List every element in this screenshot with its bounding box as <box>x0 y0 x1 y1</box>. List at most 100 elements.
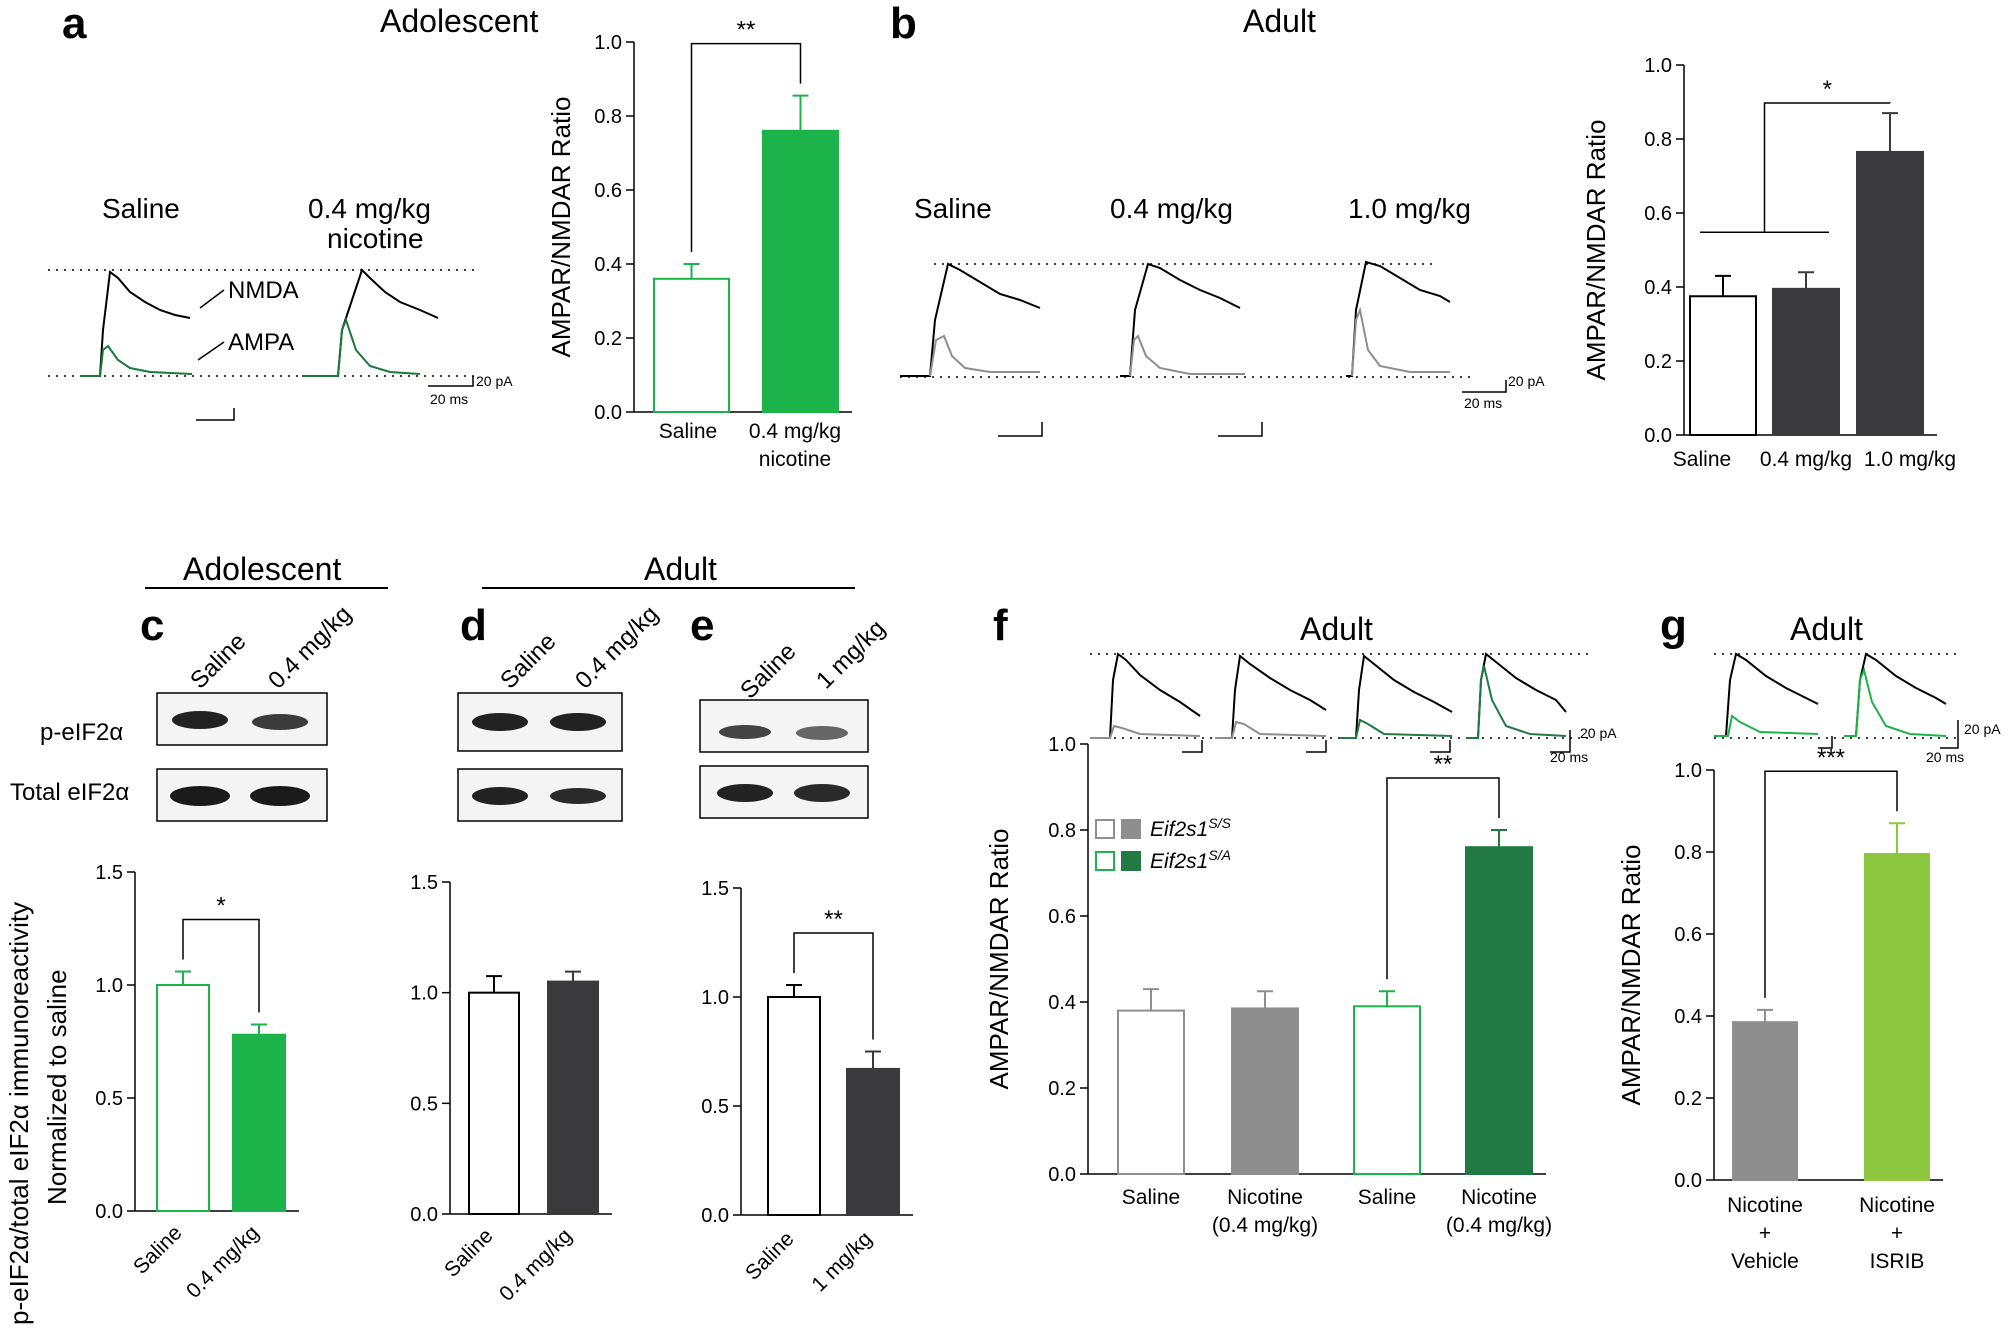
d-errorbar-1 <box>565 970 581 982</box>
chart-b: 0.0 0.2 0.4 0.6 0.8 1.0 AMPAR/NMDAR Ratio Salin… <box>1581 55 1956 471</box>
panel-b-title: Adult <box>1243 3 1316 39</box>
f-bar-1 <box>1231 1007 1299 1176</box>
f-category-2-line-0: Saline <box>1358 1186 1416 1209</box>
chart-a: 0.0 0.2 0.4 0.6 0.8 1.0 AMPAR/NMDAR Ratio Salin… <box>546 17 852 471</box>
d-group-title: Adult <box>644 551 717 587</box>
row-label-p-eif2a: p-eIF2α <box>40 719 123 746</box>
f-legend-swatch-0-0 <box>1095 819 1115 839</box>
f-sig-label-0: ** <box>1434 751 1453 778</box>
b-errorbar-1 <box>1798 271 1814 289</box>
f-ytick-label-4: 0.8 <box>1048 820 1076 842</box>
d-errorbar-0 <box>486 975 502 993</box>
scale-bar-a <box>428 376 474 387</box>
band-c-phospho-saline <box>172 711 228 729</box>
c-sig-label-0: * <box>216 892 225 919</box>
a-errorbar-0 <box>683 263 700 279</box>
a-category-0-line-0: Saline <box>659 420 717 443</box>
g-category-1-line-0: Nicotine <box>1859 1194 1935 1217</box>
f-legend-swatch-0-1 <box>1121 819 1141 839</box>
c-ytick-label-3: 1.5 <box>95 862 123 884</box>
c-category-1: 0.4 mg/kg <box>182 1221 263 1302</box>
c-sig-bracket-0 <box>182 918 260 1013</box>
g-category-1-line-2: ISRIB <box>1870 1250 1925 1273</box>
panel-letter-f: f <box>993 601 1008 650</box>
f-category-0-line-0: Saline <box>1122 1186 1180 1209</box>
d-lane-dose: 0.4 mg/kg <box>570 601 664 695</box>
scale-bar-b-x-label: 20 ms <box>1464 395 1502 411</box>
a-sig-bracket-0 <box>690 42 802 252</box>
g-ytick-label-5: 1.0 <box>1674 760 1702 782</box>
panel-letter-a: a <box>62 0 87 48</box>
b-errorbar-2 <box>1882 112 1898 152</box>
c-lane-saline: Saline <box>185 628 251 694</box>
b-ytick-label-3: 0.6 <box>1644 203 1672 225</box>
a-errorbar-1 <box>792 94 809 131</box>
panel-a-title: Adolescent <box>380 3 538 39</box>
d-ytick-label-1: 0.5 <box>410 1093 438 1115</box>
e-errorbar-0 <box>786 984 802 997</box>
panel-f-traces: 20 pA 20 ms <box>1090 652 1617 765</box>
panel-letter-b: b <box>890 0 917 48</box>
g-ytick-label-0: 0.0 <box>1674 1170 1702 1192</box>
a-category-1-line-1: nicotine <box>759 448 831 471</box>
g-errorbar-1 <box>1889 822 1905 855</box>
nmda-trace-b-saline <box>900 262 1041 377</box>
b-ylabel: AMPAR/NMDAR Ratio <box>1581 119 1611 380</box>
scale-bar-b-small-1 <box>998 422 1043 437</box>
b-errorbar-0 <box>1715 274 1731 297</box>
b-bar-0 <box>1689 295 1757 436</box>
band-d-total-saline <box>472 787 528 805</box>
f-ylabel: AMPAR/NMDAR Ratio <box>984 828 1014 1089</box>
f-legend-sup-1: S/A <box>1208 847 1231 863</box>
b-bar-2 <box>1856 150 1924 436</box>
trace-label-dose: 0.4 mg/kg <box>308 193 431 224</box>
scale-bar-a-x-label: 20 ms <box>430 391 468 407</box>
e-lane-dose: 1 mg/kg <box>811 615 890 694</box>
e-ytick-label-3: 1.5 <box>701 878 729 900</box>
c-errorbar-1 <box>251 1023 267 1035</box>
chart-g: 0.0 0.2 0.4 0.6 0.8 1.0 AMPAR/NMDAR Ratio Nicot… <box>1616 744 1943 1273</box>
panel-b-traces: Saline 0.4 mg/kg 1.0 mg/kg 20 pA 20 ms <box>900 193 1545 437</box>
e-category-0: Saline <box>741 1227 799 1285</box>
a-ytick-label-2: 0.4 <box>594 254 622 276</box>
g-errorbar-0 <box>1757 1008 1773 1023</box>
scale-bar-b-y-label: 20 pA <box>1508 373 1545 389</box>
ampa-trace-b-low <box>1129 334 1245 377</box>
g-category-0-line-2: Vehicle <box>1731 1250 1799 1273</box>
nmda-trace-b-low <box>1120 262 1241 377</box>
trace-label-b-saline: Saline <box>914 193 992 224</box>
g-ampa-2 <box>1844 666 1947 737</box>
trace-label-b-dose1: 0.4 mg/kg <box>1110 193 1233 224</box>
g-ytick-label-2: 0.4 <box>1674 1006 1702 1028</box>
blot-e-phospho <box>699 699 869 753</box>
c-bar-0 <box>156 984 210 1212</box>
blot-lane-labels: Saline 0.4 mg/kg Saline 0.4 mg/kg Saline… <box>185 601 890 705</box>
f-ytick-label-3: 0.6 <box>1048 906 1076 928</box>
c-group-title: Adolescent <box>183 551 341 587</box>
panel-f-title: Adult <box>1300 611 1373 647</box>
e-errorbar-1 <box>865 1050 881 1069</box>
g-nmda-1 <box>1714 652 1819 737</box>
f-scale-4 <box>1550 730 1571 753</box>
e-lane-saline: Saline <box>735 638 801 704</box>
a-ytick-label-5: 1.0 <box>594 32 622 54</box>
f-category-1-line-1: (0.4 mg/kg) <box>1212 1214 1318 1237</box>
e-sig-bracket-0 <box>793 932 874 1040</box>
d-lane-saline: Saline <box>495 628 561 694</box>
f-nmda-1 <box>1090 652 1201 739</box>
g-scale-x-label: 20 ms <box>1926 749 1964 765</box>
f-legend-swatch-1-0 <box>1095 851 1115 871</box>
g-category-0-line-0: Nicotine <box>1727 1194 1803 1217</box>
panel-g-traces: 20 pA 20 ms <box>1714 652 2001 765</box>
d-ytick-label-3: 1.5 <box>410 872 438 894</box>
b-sig-label-0: * <box>1823 76 1832 103</box>
scale-bar-a-small <box>196 408 235 421</box>
a-bar-0 <box>653 277 730 413</box>
f-errorbar-1 <box>1257 990 1273 1009</box>
d-bar-0 <box>468 991 520 1216</box>
f-scale-3 <box>1430 740 1451 753</box>
a-ytick-label-0: 0.0 <box>594 402 622 424</box>
a-category-1-line-0: 0.4 mg/kg <box>749 420 841 443</box>
g-scale-2 <box>1940 720 1959 749</box>
f-scale-1 <box>1182 740 1203 753</box>
